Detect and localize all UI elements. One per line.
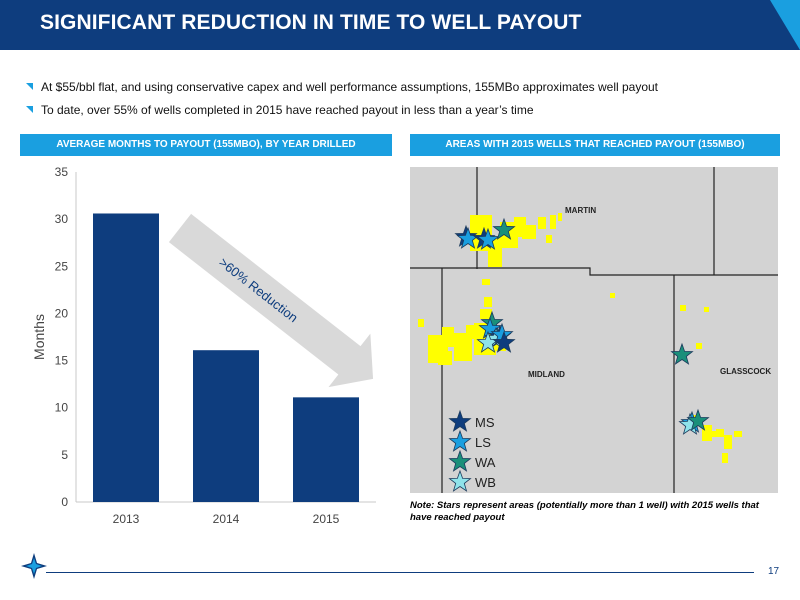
bullet-2-text: To date, over 55% of wells completed in …	[41, 103, 534, 117]
star-ms-icon	[492, 330, 516, 353]
y-tick-label: 30	[55, 212, 69, 226]
x-tick-label: 2013	[113, 512, 140, 526]
legend-star-ms-icon	[448, 409, 472, 432]
bar-2013	[93, 213, 159, 502]
bullet-1-text: At $55/bbl flat, and using conservative …	[41, 80, 659, 94]
legend-label: MS	[475, 415, 495, 430]
bullet-marker-icon	[26, 83, 33, 90]
x-tick-labels: 2013 2014 2015	[113, 512, 340, 526]
arrow-shape	[168, 213, 374, 388]
map-legend: MS LS WA WB	[448, 409, 496, 492]
legend-label: LS	[475, 435, 491, 450]
legend-star-ls-icon	[448, 429, 472, 452]
y-tick-label: 35	[55, 165, 69, 179]
legend-label: WA	[475, 455, 496, 470]
acreage	[418, 213, 742, 463]
map-note: Note: Stars represent areas (potentially…	[410, 500, 759, 523]
bullet-1: At $55/bbl flat, and using conservative …	[26, 80, 658, 94]
county-label-glasscock: GLASSCOCK	[720, 367, 771, 376]
county-label-midland: MIDLAND	[528, 370, 565, 379]
bar-2015	[293, 397, 359, 502]
y-axis-label: Months	[31, 314, 47, 360]
y-tick-label: 0	[61, 495, 68, 509]
page-title: SIGNIFICANT REDUCTION IN TIME TO WELL PA…	[40, 11, 582, 34]
y-tick-label: 10	[55, 401, 69, 415]
y-tick-label: 25	[55, 259, 69, 273]
x-tick-label: 2015	[313, 512, 340, 526]
star-wa-icon	[670, 342, 694, 365]
y-tick-label: 20	[55, 306, 69, 320]
y-ticks: 0 5 10 15 20 25 30 35	[55, 165, 69, 509]
county-boundary	[410, 267, 778, 276]
bullet-marker-icon	[26, 106, 33, 113]
x-tick-label: 2014	[213, 512, 240, 526]
y-tick-label: 15	[55, 354, 69, 368]
page-number: 17	[768, 566, 780, 577]
star-wa-icon	[686, 408, 710, 431]
bars	[93, 213, 359, 502]
bullet-2: To date, over 55% of wells completed in …	[26, 103, 534, 117]
left-panel-header: AVERAGE MONTHS TO PAYOUT (155MBO), BY YE…	[20, 134, 392, 156]
star-ls-icon	[476, 227, 500, 250]
star-wa-icon	[492, 217, 516, 240]
payout-stars	[454, 217, 710, 435]
title-corner-accent	[770, 0, 800, 50]
title-bar: SIGNIFICANT REDUCTION IN TIME TO WELL PA…	[0, 0, 800, 50]
map-background	[410, 167, 778, 493]
legend-star-wb-icon	[448, 469, 472, 492]
right-panel-header: AREAS WITH 2015 WELLS THAT REACHED PAYOU…	[410, 134, 780, 156]
county-label-martin: MARTIN	[565, 206, 596, 215]
footer-divider	[46, 572, 754, 573]
legend-star-wa-icon	[448, 449, 472, 472]
legend-label: WB	[475, 475, 496, 490]
y-tick-label: 5	[61, 448, 68, 462]
well-payout-map: MARTIN MIDLAND GLASSCOCK MS LS WA WB	[410, 167, 778, 493]
bar-2014	[193, 350, 259, 502]
company-logo-icon	[21, 553, 47, 579]
